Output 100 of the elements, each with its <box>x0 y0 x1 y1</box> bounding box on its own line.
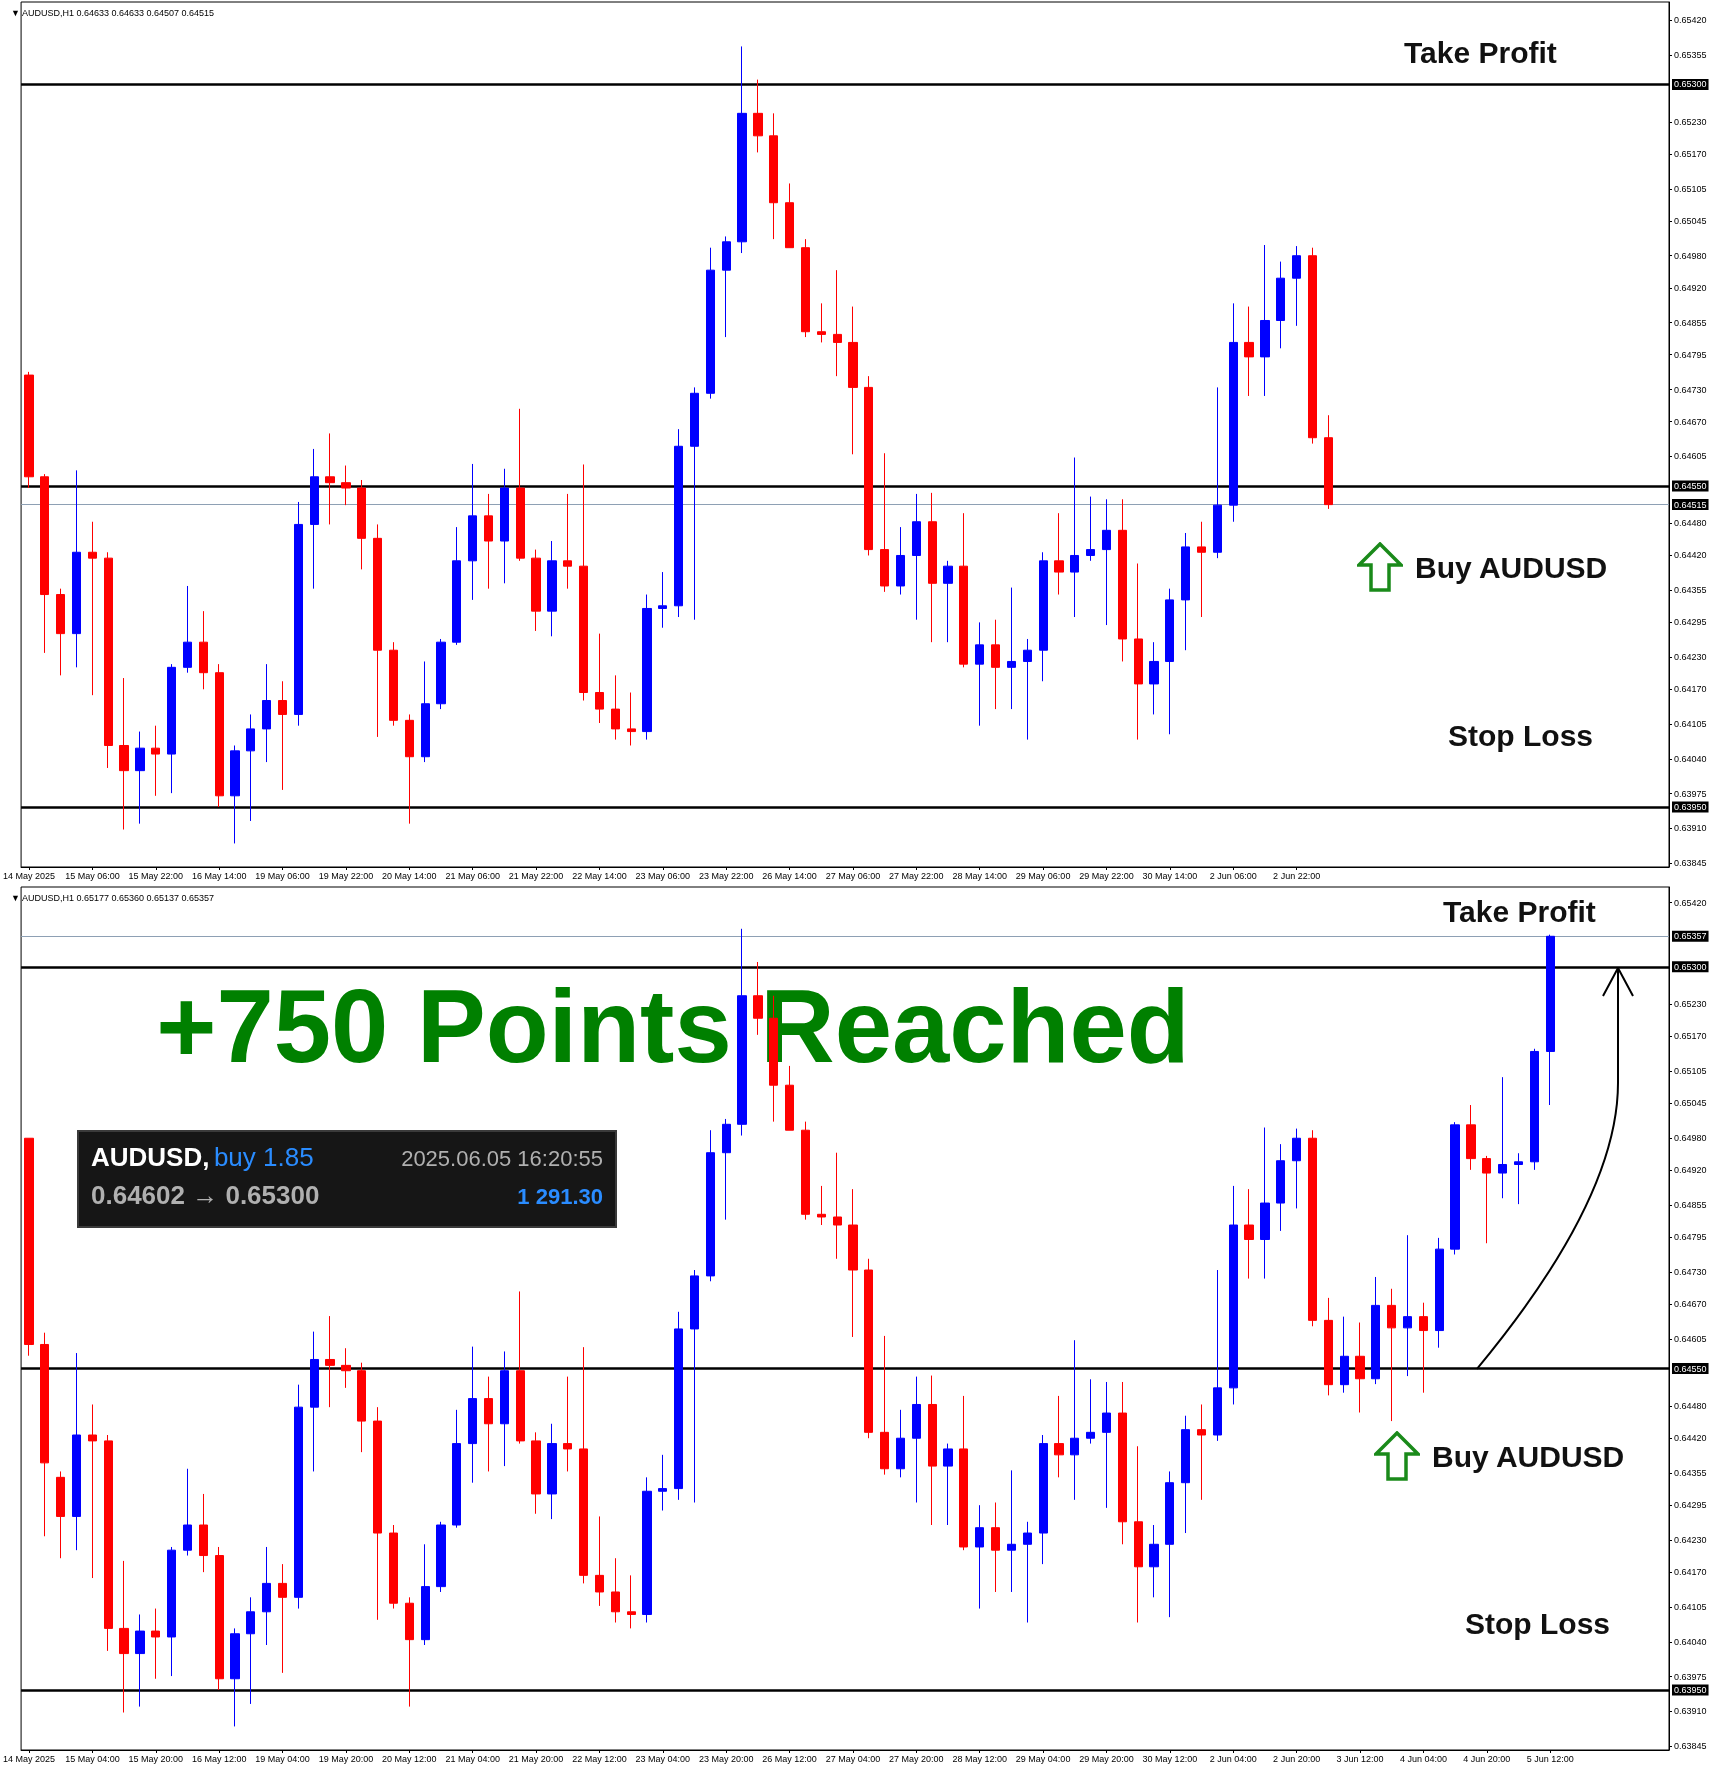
candlestick <box>278 1563 287 1674</box>
candlestick <box>1450 1121 1460 1255</box>
candlestick <box>1023 1521 1032 1624</box>
candlestick <box>1134 1445 1143 1624</box>
candlestick <box>579 1346 588 1584</box>
x-tick-label: 23 May 22:00 <box>698 870 754 881</box>
ref-line-label: 0.65300 <box>1674 79 1707 90</box>
annotation: Stop Loss <box>1465 1606 1611 1640</box>
y-tick-label: 0.65230 <box>1674 999 1707 1010</box>
candlestick <box>785 182 794 249</box>
candlestick <box>183 585 192 674</box>
ref-line-label: 0.65357 <box>1674 931 1707 942</box>
annotation: AUDUSD, <box>91 1142 210 1172</box>
candlestick <box>72 469 81 668</box>
candlestick <box>135 731 145 825</box>
candlestick <box>72 1352 81 1551</box>
candlestick <box>1292 1128 1301 1209</box>
y-tick-label: 0.65170 <box>1674 149 1707 160</box>
x-tick-label: 23 May 06:00 <box>635 870 691 881</box>
candlestick <box>1435 1237 1444 1349</box>
candlestick <box>452 526 461 646</box>
candlestick <box>151 725 160 797</box>
x-tick-label: 29 May 04:00 <box>1015 1753 1071 1764</box>
candlestick <box>88 521 97 696</box>
candlestick <box>531 549 541 632</box>
text: ▼ AUDUSD,H1 0.64633 0.64633 0.64507 0.64515 <box>11 7 215 18</box>
candlestick <box>1546 934 1555 1106</box>
candlestick <box>1387 1288 1396 1422</box>
y-tick-label: 0.63910 <box>1674 1706 1707 1717</box>
y-tick-label: 0.64170 <box>1674 1567 1707 1578</box>
y-tick-label: 0.64355 <box>1674 585 1707 596</box>
candlestick <box>1213 1269 1222 1442</box>
x-tick-label: 14 May 2025 <box>2 1753 56 1764</box>
candlestick <box>1134 563 1143 741</box>
y-tick-label: 0.64605 <box>1674 451 1707 462</box>
candlestick <box>627 1574 636 1629</box>
x-tick-label: 27 May 06:00 <box>825 870 881 881</box>
candlestick <box>1229 1185 1238 1405</box>
candlestick <box>1340 1316 1349 1394</box>
candlestick <box>1181 1415 1190 1534</box>
candlestick <box>310 1331 319 1472</box>
candlestick <box>674 428 683 618</box>
annotation: 0.64602 → 0.65300 <box>91 1180 320 1211</box>
candlestick <box>1276 261 1285 349</box>
candlestick <box>452 1409 461 1529</box>
candlestick <box>880 1335 889 1476</box>
candlestick <box>1197 521 1206 618</box>
candlestick <box>627 692 636 746</box>
candlestick <box>722 1118 731 1221</box>
x-tick-label: 28 May 14:00 <box>952 870 1007 881</box>
candlestick <box>1054 512 1064 596</box>
candlestick <box>500 468 509 584</box>
candlestick <box>1213 386 1222 559</box>
y-tick-label: 0.64980 <box>1674 1133 1707 1144</box>
candlestick <box>1324 414 1333 510</box>
y-tick-label: 0.64230 <box>1674 1535 1707 1546</box>
x-tick-label: 26 May 12:00 <box>762 1753 817 1764</box>
candlestick <box>1292 245 1301 327</box>
candlestick <box>56 1470 65 1559</box>
x-tick-label: 30 May 14:00 <box>1142 870 1198 881</box>
y-tick-label: 0.64420 <box>1674 550 1707 561</box>
ref-line-label: 0.64550 <box>1674 480 1707 491</box>
y-tick-label: 0.64295 <box>1674 617 1707 628</box>
candlestick <box>1149 1524 1159 1598</box>
candlestick <box>1514 1152 1523 1205</box>
y-tick-label: 0.64480 <box>1674 1401 1707 1412</box>
candlestick <box>1324 1297 1333 1396</box>
candlestick <box>151 1608 160 1680</box>
x-tick-label: 5 Jun 12:00 <box>1526 1753 1574 1764</box>
candlestick <box>642 1476 652 1624</box>
candlestick <box>421 1543 430 1646</box>
x-tick-label: 29 May 20:00 <box>1079 1753 1134 1764</box>
candlestick <box>1165 588 1174 735</box>
candlestick <box>500 1350 509 1467</box>
candlestick <box>468 463 477 601</box>
candlestick <box>484 1376 493 1472</box>
candlestick <box>389 1524 398 1610</box>
candlestick <box>563 1376 572 1472</box>
candlestick <box>833 1152 842 1260</box>
candlestick <box>1149 641 1159 715</box>
annotation: Buy AUDUSD <box>1432 1439 1625 1473</box>
ref-line-label: 0.63950 <box>1674 802 1707 813</box>
y-tick-label: 0.65230 <box>1674 116 1707 127</box>
candlestick <box>991 619 1000 710</box>
candlestick <box>1229 302 1238 523</box>
x-tick-label: 2 Jun 04:00 <box>1209 1753 1257 1764</box>
candlestick <box>1244 1188 1254 1280</box>
candlestick <box>40 473 49 654</box>
candlestick <box>436 638 446 710</box>
y-tick-label: 0.64855 <box>1674 1200 1707 1211</box>
y-tick-label: 0.64920 <box>1674 1165 1707 1176</box>
y-tick-label: 0.64670 <box>1674 1299 1707 1310</box>
candlestick <box>468 1346 477 1484</box>
candlestick <box>1007 1469 1016 1593</box>
candlestick <box>24 1137 34 1357</box>
y-tick-label: 0.65420 <box>1674 15 1707 26</box>
y-tick-label: 0.64295 <box>1674 1500 1707 1511</box>
candlestick <box>135 1613 145 1708</box>
x-tick-label: 14 May 2025 <box>2 870 56 881</box>
candlestick <box>246 713 255 822</box>
